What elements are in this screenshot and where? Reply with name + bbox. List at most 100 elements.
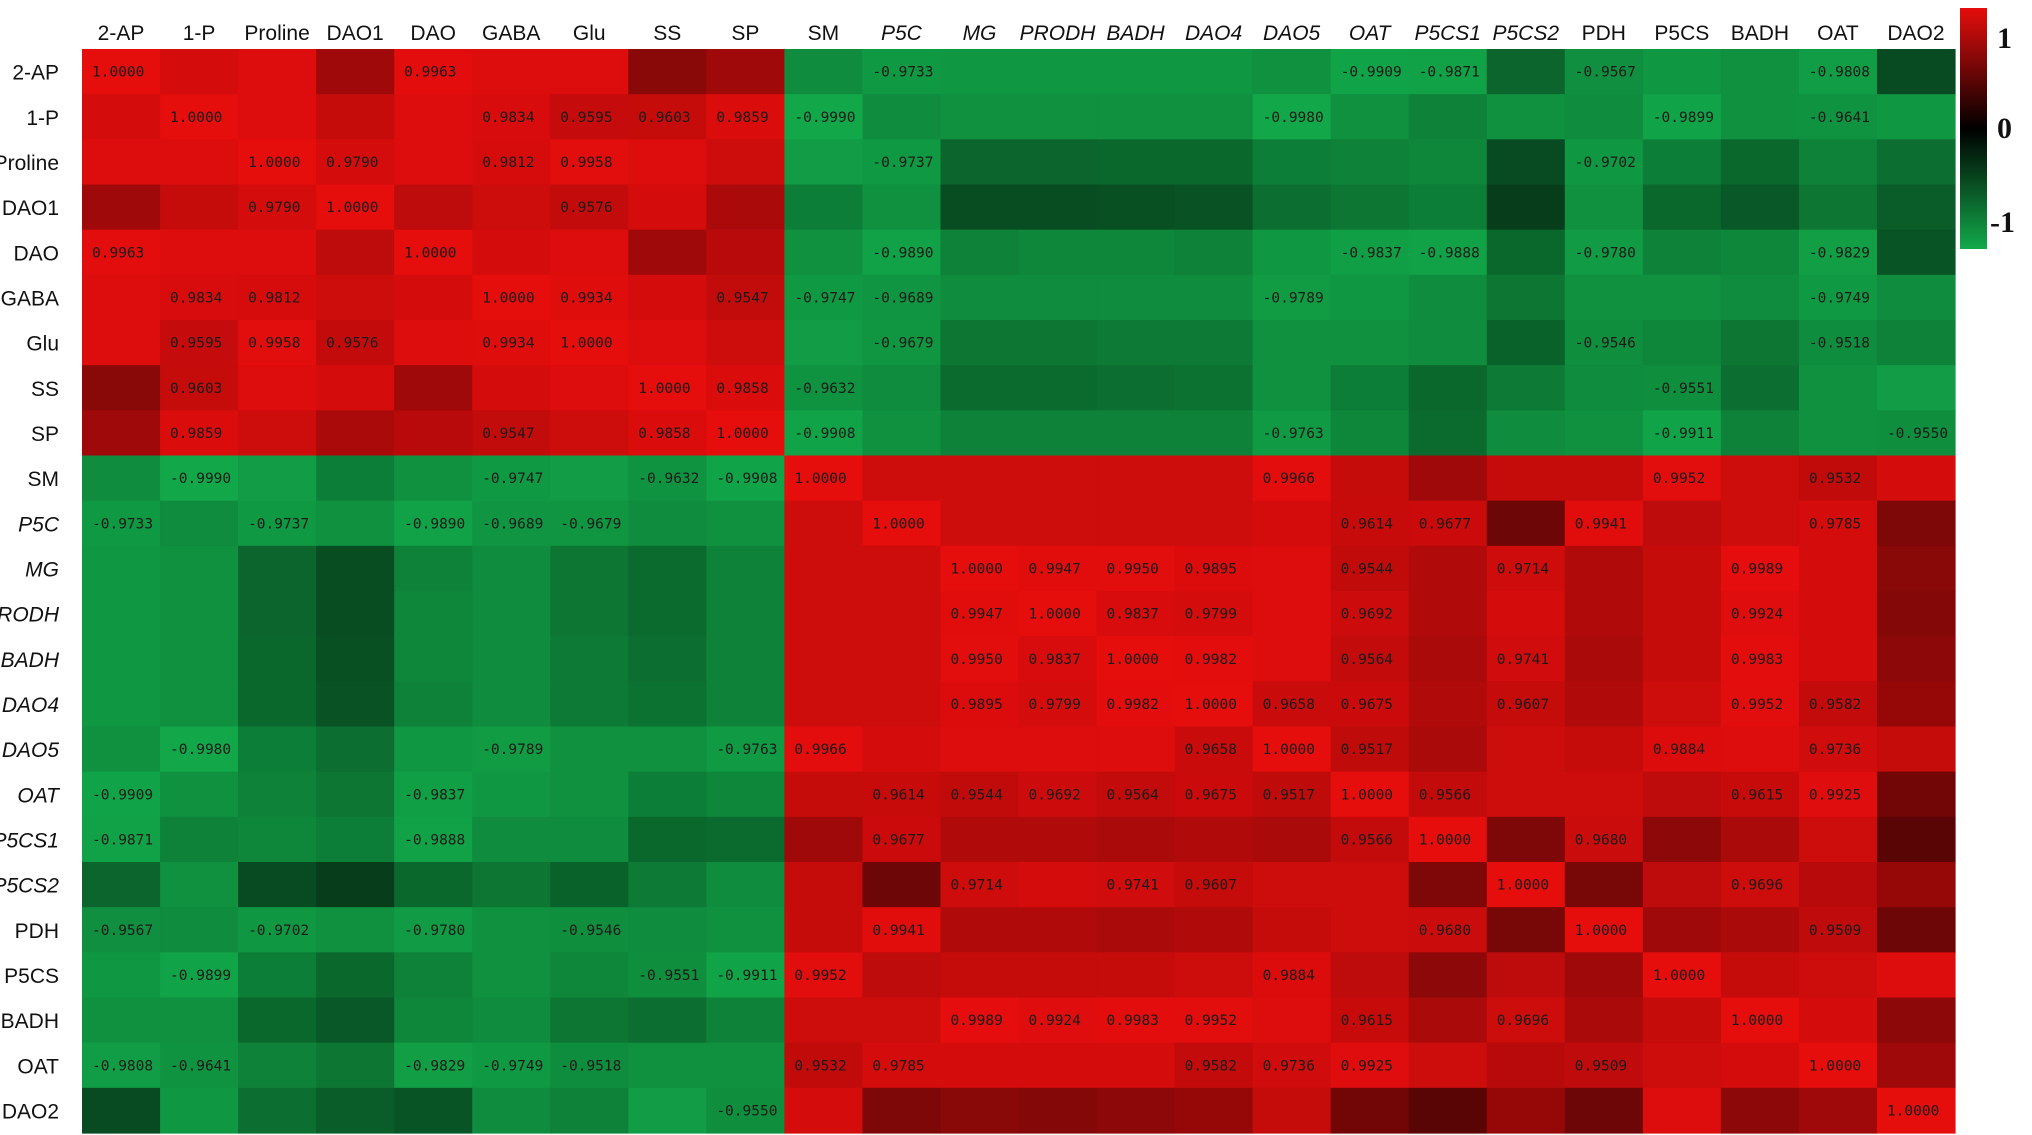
column-label: OAT [1349,22,1393,45]
heatmap-cell [1096,139,1176,186]
heatmap-cell [1876,636,1956,682]
heatmap-cell [1018,320,1098,366]
heatmap-cell [82,771,161,818]
heatmap-cell [940,49,1020,95]
heatmap-cell [472,997,551,1044]
heatmap-cell [1018,726,1098,773]
cell-value-label: -0.9808 [1809,65,1870,81]
heatmap-cell [1642,365,1722,411]
cell-value-label: -0.9641 [170,1058,231,1074]
heatmap-cell [1252,49,1332,95]
heatmap-cell [940,591,1020,637]
heatmap-cell [1876,771,1956,818]
heatmap-cell [1096,591,1176,637]
heatmap-cell [1642,274,1722,321]
heatmap-cell [1330,1087,1410,1134]
cell-value-label: 0.9603 [638,110,690,126]
heatmap-cell [628,94,707,140]
heatmap-cell [82,726,161,773]
heatmap-cell [394,229,473,276]
cell-value-label: 0.9741 [1497,652,1549,668]
heatmap-cell [238,952,317,999]
heatmap-cell [1486,681,1566,728]
heatmap-cell [1876,726,1956,773]
heatmap-cell [160,410,239,457]
heatmap-cell [1174,49,1254,95]
cell-value-label: 0.9983 [1107,1013,1159,1029]
cell-value-label: 0.9736 [1263,1058,1315,1074]
heatmap-cell [238,274,317,321]
heatmap-cell [472,681,551,728]
cell-value-label: 0.9982 [1107,697,1159,713]
heatmap-cell [784,1042,864,1089]
heatmap-cell [1720,1087,1800,1134]
heatmap-cell [784,636,864,682]
cell-value-label: 0.9603 [170,381,222,397]
heatmap-cell [238,907,317,953]
heatmap-cell [628,1087,707,1134]
heatmap-cell [1798,952,1878,999]
heatmap-cell [1096,49,1176,95]
heatmap-cell [1642,1087,1722,1134]
cell-value-label: 0.9963 [92,245,144,261]
heatmap-cell [394,365,473,411]
cell-value-label: -0.9899 [170,968,231,984]
heatmap-cell [1876,681,1956,728]
heatmap-cell [1720,455,1800,502]
heatmap-cell [1174,726,1254,773]
row-label: 2-AP [12,62,59,85]
row-label: SM [28,468,60,491]
heatmap-cell [82,365,161,411]
heatmap-cell [1798,139,1878,186]
cell-value-label: 1.0000 [1419,832,1471,848]
heatmap-cell [550,184,629,231]
cell-value-label: 0.9675 [1341,697,1393,713]
heatmap-cell [316,49,395,95]
heatmap-cell [238,771,317,818]
heatmap-cell [862,500,942,547]
heatmap-cell [1486,94,1566,140]
heatmap-cell [550,1042,629,1089]
heatmap-cell [1330,229,1410,276]
cell-value-label: 0.9736 [1809,742,1861,758]
cell-value-label: -0.9909 [92,787,153,803]
row-label: DAO2 [2,1100,59,1123]
cell-value-label: 0.9566 [1341,832,1393,848]
cell-value-label: -0.9551 [638,968,699,984]
heatmap-cell [1798,681,1878,728]
heatmap-cell [160,229,239,276]
cell-value-label: -0.9899 [1653,110,1714,126]
heatmap-cell [550,771,629,818]
heatmap-cell [628,771,707,818]
heatmap-cell [1564,320,1644,366]
cell-value-label: -0.9546 [1575,336,1636,352]
cell-value-label: -0.9780 [404,923,465,939]
heatmap-cell [706,771,785,818]
heatmap-cell [1174,591,1254,637]
heatmap-cell [940,455,1020,502]
cell-value-label: -0.9808 [92,1058,153,1074]
heatmap-cell [1252,636,1332,682]
cell-value-label: 1.0000 [1029,607,1081,623]
cell-value-label: 0.9982 [1185,652,1237,668]
heatmap-cell [1486,500,1566,547]
heatmap-cell [160,591,239,637]
heatmap-cell [628,184,707,231]
column-label: PDH [1582,22,1626,45]
cell-value-label: 0.9658 [1263,697,1315,713]
heatmap-cell [1252,591,1332,637]
heatmap-cell [1330,681,1410,728]
cell-value-label: 0.9564 [1341,652,1394,668]
heatmap-cell [1720,184,1800,231]
heatmap-cell [1798,726,1878,773]
heatmap-cell [1486,862,1566,908]
row-label: OAT [17,1055,59,1078]
heatmap-cell [1408,184,1488,231]
heatmap-cell [1096,545,1176,592]
heatmap-cell [1876,500,1956,547]
heatmap-cell [706,229,785,276]
heatmap-cell [1330,952,1410,999]
heatmap-cell [472,139,551,186]
heatmap-cell [1018,952,1098,999]
heatmap-cell [1876,274,1956,321]
